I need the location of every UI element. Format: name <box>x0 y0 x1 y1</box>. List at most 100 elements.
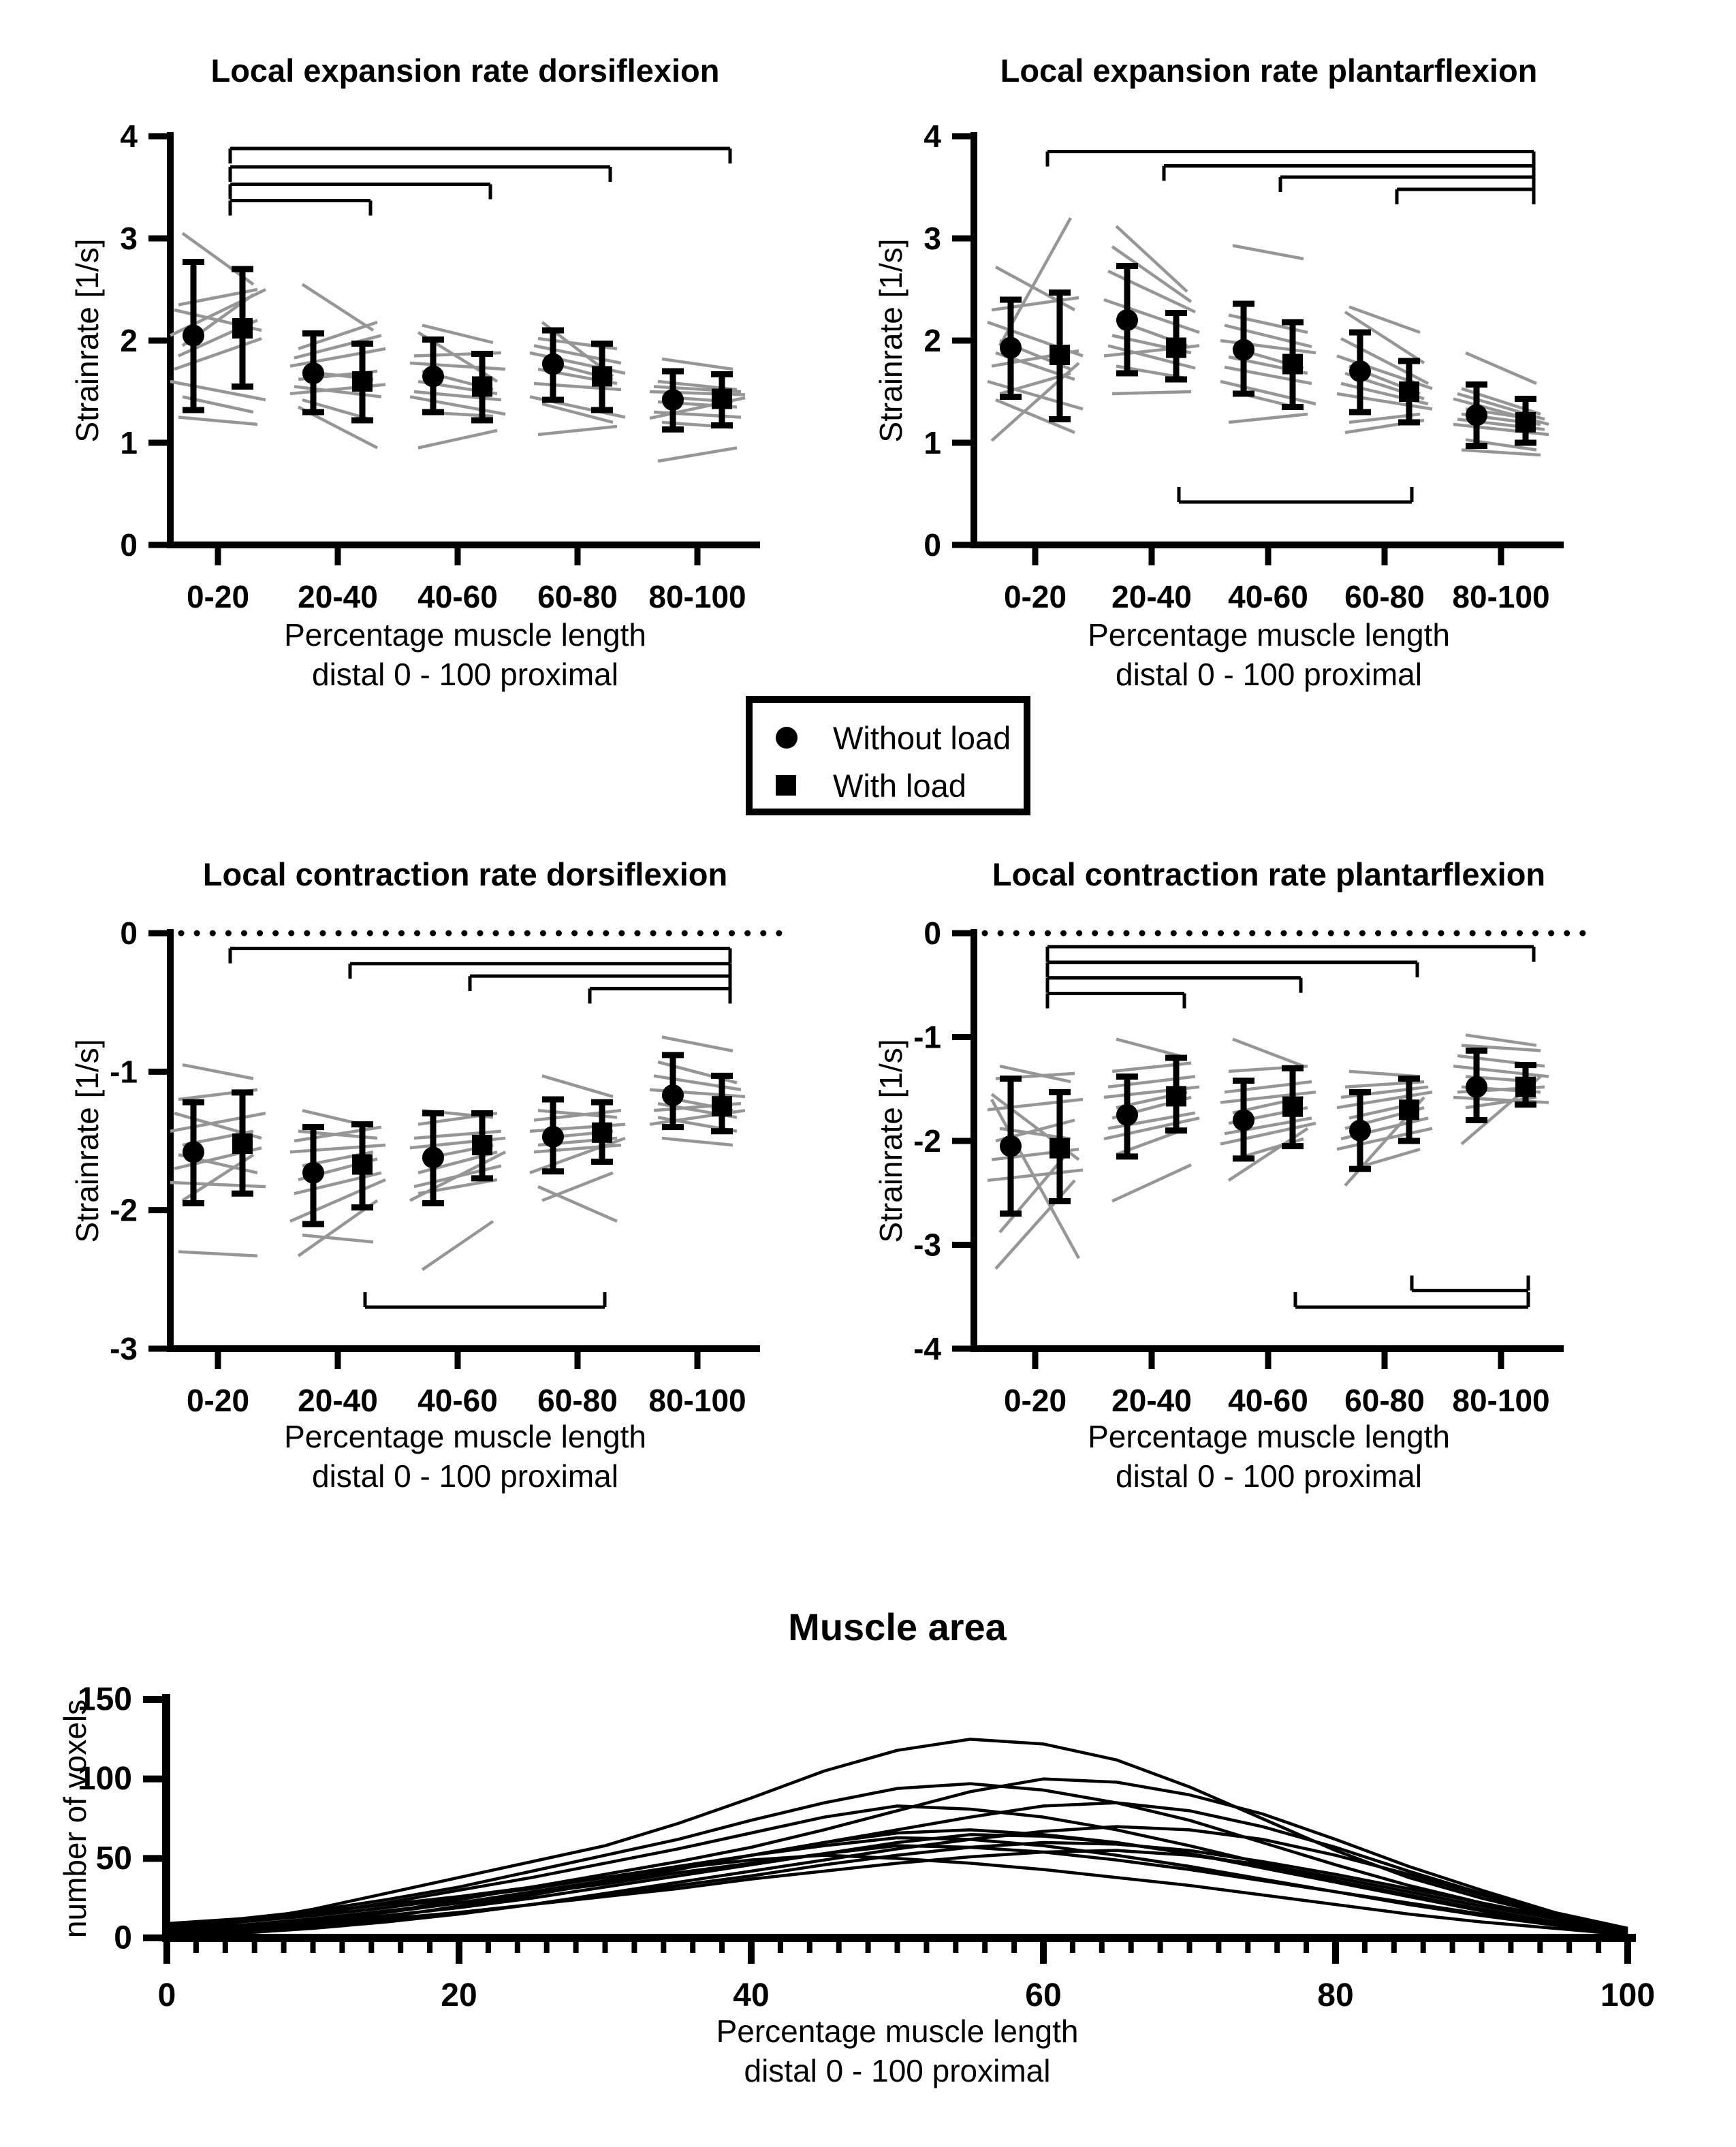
panel-muscle-area: 0 50 100 150 0 20 40 60 80 100 <box>78 1682 1655 2014</box>
x-axis-label-line1: Percentage muscle length <box>284 617 646 653</box>
individual-line <box>1453 1064 1549 1078</box>
individual-line <box>422 324 494 345</box>
y-tick-label: 0 <box>120 527 138 563</box>
individual-line <box>409 361 506 371</box>
individual-line <box>533 1109 622 1122</box>
individual-line <box>990 362 1080 442</box>
mean-marker-circle <box>542 1125 564 1148</box>
y-tick-label: 1 <box>120 425 138 460</box>
muscle-area-line <box>166 1825 1628 1937</box>
individual-line <box>661 357 733 371</box>
individual-line <box>987 379 1084 411</box>
x-tick-label: 0 <box>158 1977 176 2013</box>
x-tick-label: 0-20 <box>1004 1383 1067 1418</box>
individual-line <box>1461 1044 1541 1052</box>
mean-marker-square <box>1050 345 1070 365</box>
significance-bracket <box>228 165 612 182</box>
significance-bracket <box>1177 487 1414 504</box>
individual-line <box>294 1171 382 1195</box>
x-axis-label-p3: Percentage muscle length distal 0 - 100 … <box>170 1417 760 1496</box>
x-tick-label: 80-100 <box>648 1383 746 1418</box>
individual-line <box>1348 305 1421 334</box>
x-tick-label: 40-60 <box>1228 579 1308 614</box>
legend-label-without-load: Without load <box>833 719 1011 756</box>
x-tick-label: 60 <box>1025 1977 1061 2013</box>
significance-bracket <box>1045 945 1536 962</box>
individual-line <box>1340 337 1430 385</box>
mean-marker-circle <box>1466 1076 1487 1098</box>
individual-line <box>541 1171 614 1202</box>
x-axis-label-line2: distal 0 - 100 proximal <box>1116 657 1422 692</box>
individual-line <box>421 1220 494 1271</box>
y-tick-label: 2 <box>924 323 941 358</box>
mean-marker-square <box>712 1096 732 1117</box>
individual-line <box>1453 422 1549 437</box>
panel-expansion-plantarflexion: 0 1 2 3 4 0-20 20-40 40-60 60-80 80-100 <box>924 119 1564 614</box>
x-tick-label: 80-100 <box>1452 1383 1549 1418</box>
individual-line <box>1107 269 1196 314</box>
individual-line <box>1336 392 1433 411</box>
y-tick-label: -4 <box>913 1331 941 1366</box>
mean-marker-circle <box>1233 339 1254 361</box>
x-tick-label: 80 <box>1317 1977 1353 2013</box>
significance-bracket <box>1395 187 1536 204</box>
x-tick-label: 60-80 <box>1344 579 1425 614</box>
individual-line <box>1111 1061 1192 1074</box>
mean-marker-square <box>1399 1099 1419 1120</box>
panel-title-muscle-area: Muscle area <box>788 1605 1007 1648</box>
mean-marker-square <box>1166 1086 1186 1107</box>
panel-title-contraction-dorsiflexion: Local contraction rate dorsiflexion <box>202 856 728 892</box>
x-axis-label-line1: Percentage muscle length <box>1088 1419 1450 1454</box>
mean-marker-square <box>472 376 492 397</box>
significance-bracket <box>1410 1275 1530 1293</box>
x-axis-label-p2: Percentage muscle length distal 0 - 100 … <box>974 615 1564 694</box>
individual-line <box>533 1143 622 1154</box>
y-axis-label-expansion-plantarflexion: Strainrate [1/s] <box>873 238 909 443</box>
individual-line <box>661 1136 733 1147</box>
y-tick-label: 100 <box>78 1761 132 1797</box>
y-tick-label: 0 <box>114 1920 132 1956</box>
individual-line <box>1220 1121 1316 1146</box>
y-tick-label: 0 <box>924 527 941 563</box>
individual-line <box>413 390 502 402</box>
x-tick-label: 0-20 <box>187 1383 249 1418</box>
individual-line <box>1232 1037 1304 1068</box>
individual-line <box>1224 1116 1312 1135</box>
x-tick-label: 20-40 <box>1111 1383 1192 1418</box>
mean-marker-square <box>232 318 253 339</box>
individual-line <box>1116 1037 1188 1060</box>
mean-marker-circle <box>1349 360 1371 382</box>
x-tick-label: 20 <box>441 1977 477 2013</box>
individual-line <box>409 395 506 416</box>
y-tick-label: -1 <box>110 1054 138 1089</box>
mean-marker-square <box>712 388 732 409</box>
significance-bracket <box>1045 991 1186 1009</box>
muscle-area-line <box>166 1844 1628 1935</box>
muscle-area-line <box>166 1840 1628 1937</box>
x-tick-label: 60-80 <box>537 1383 618 1418</box>
individual-line <box>991 296 1079 312</box>
mean-marker-circle <box>302 1161 324 1184</box>
mean-marker-circle <box>1466 404 1487 426</box>
individual-line <box>1336 1091 1433 1110</box>
significance-bracket <box>1045 976 1303 993</box>
individual-line <box>1224 1080 1312 1094</box>
mean-marker-square <box>592 366 612 387</box>
individual-line <box>170 1180 266 1189</box>
individual-line <box>657 446 738 463</box>
individual-line <box>182 1063 254 1080</box>
y-tick-label: 1 <box>924 425 941 460</box>
y-tick-label: 150 <box>78 1682 132 1718</box>
panel-expansion-dorsiflexion: 0 1 2 3 4 0-20 20-40 40-60 60-80 80-100 <box>120 119 760 614</box>
significance-bracket <box>363 1292 607 1309</box>
panel-title-expansion-dorsiflexion: Local expansion rate dorsiflexion <box>210 52 720 89</box>
individual-line <box>294 1125 382 1143</box>
individual-line <box>1220 1091 1316 1104</box>
legend-item-without-load: Without load <box>753 714 1024 762</box>
mean-marker-circle <box>1233 1109 1254 1131</box>
x-axis-label-line2: distal 0 - 100 proximal <box>744 2053 1051 2088</box>
significance-bracket <box>1293 1292 1530 1309</box>
mean-marker-square <box>1166 337 1186 358</box>
individual-line <box>661 1035 733 1053</box>
individual-line <box>541 1074 614 1099</box>
